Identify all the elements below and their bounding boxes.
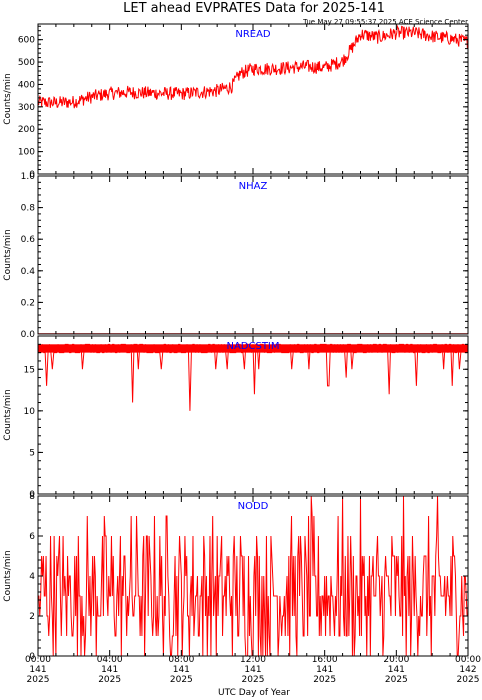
x-tick-day: 141 xyxy=(173,665,190,675)
y-tick-label: 100 xyxy=(18,148,35,158)
x-tick-year: 2025 xyxy=(27,675,50,685)
series-nread xyxy=(38,24,468,109)
y-tick-label: 5 xyxy=(29,448,35,458)
x-tick-year: 2025 xyxy=(242,675,265,685)
y-tick-label: 0.4 xyxy=(21,267,36,277)
x-tick-year: 2025 xyxy=(98,675,121,685)
x-tick-year: 2025 xyxy=(457,675,480,685)
x-tick-label: 20:00 xyxy=(383,655,409,665)
x-tick-day: 142 xyxy=(459,665,476,675)
series-nadcstim xyxy=(38,343,468,411)
x-tick-label: 12:00 xyxy=(240,655,266,665)
y-tick-label: 15 xyxy=(24,365,35,375)
x-tick-day: 141 xyxy=(101,665,118,675)
x-tick-year: 2025 xyxy=(170,675,193,685)
y-tick-label: 0.2 xyxy=(21,298,35,308)
y-tick-label: 8 xyxy=(29,492,35,502)
panels: 0100200300400500600Counts/minNREAD0.00.2… xyxy=(3,23,481,685)
panel-nread: 0 100 200 300 400 500 600 Counts/min NREAD xyxy=(3,23,469,180)
y-tick-label: 200 xyxy=(18,125,35,135)
panel-nhaz: 0.0 0.2 0.4 0.6 0.8 1.0 Counts/min NHAZ xyxy=(3,172,469,340)
y-tick-label: 0.6 xyxy=(21,235,36,245)
series-line xyxy=(38,343,468,411)
y-tick-label: 500 xyxy=(18,58,35,68)
panel-label: NHAZ xyxy=(239,181,268,192)
y-axis-label: Counts/min xyxy=(3,550,13,601)
x-tick-label: 16:00 xyxy=(312,655,338,665)
x-tick-label: 04:00 xyxy=(97,655,123,665)
x-tick-day: 141 xyxy=(244,665,261,675)
x-tick-day: 141 xyxy=(316,665,333,675)
series-line xyxy=(38,496,468,656)
panel-label: NADCSTIM xyxy=(226,341,279,352)
y-tick-label: 1.0 xyxy=(21,172,36,182)
x-axis-label: UTC Day of Year xyxy=(218,688,290,698)
x-tick-year: 2025 xyxy=(313,675,336,685)
x-tick-label: 00:00 xyxy=(25,655,51,665)
x-tick-label: 08:00 xyxy=(168,655,194,665)
y-tick-label: 0.8 xyxy=(21,204,36,214)
y-tick-label: 0 xyxy=(29,490,35,500)
y-tick-label: 0 xyxy=(29,170,35,180)
y-tick-label: 0.0 xyxy=(21,330,36,340)
y-tick-label: 600 xyxy=(18,36,35,46)
panel-label: NODD xyxy=(238,501,269,512)
x-tick-label: 00:00 xyxy=(455,655,481,665)
x-tick-year: 2025 xyxy=(385,675,408,685)
y-tick-label: 10 xyxy=(24,407,36,417)
y-tick-label: 6 xyxy=(29,532,35,542)
y-axis-label: Counts/min xyxy=(3,229,13,280)
series-nodd xyxy=(38,496,468,656)
x-tick-day: 141 xyxy=(388,665,405,675)
panel-frame xyxy=(37,175,469,335)
x-tick-day: 141 xyxy=(29,665,46,675)
y-tick-label: 4 xyxy=(29,572,35,582)
y-axis-label: Counts/min xyxy=(3,73,13,124)
chart-title: LET ahead EVPRATES Data for 2025-141 xyxy=(123,1,385,16)
y-tick-label: 2 xyxy=(29,612,35,622)
series-line xyxy=(38,24,468,109)
timestamp: Tue May 27 09:55:37 2025 ACE Science Cen… xyxy=(302,18,468,26)
panel-nadcstim: 0 5 10 15 Counts/min NADCSTIM xyxy=(3,335,469,500)
y-axis-label: Counts/min xyxy=(3,389,13,440)
y-tick-label: 400 xyxy=(18,80,35,90)
y-tick-label: 0 xyxy=(29,652,35,662)
panel-label: NREAD xyxy=(235,29,271,40)
panel-nodd: 0 2 4 6 8 Counts/min NODD xyxy=(3,492,469,662)
y-tick-label: 300 xyxy=(18,103,35,113)
